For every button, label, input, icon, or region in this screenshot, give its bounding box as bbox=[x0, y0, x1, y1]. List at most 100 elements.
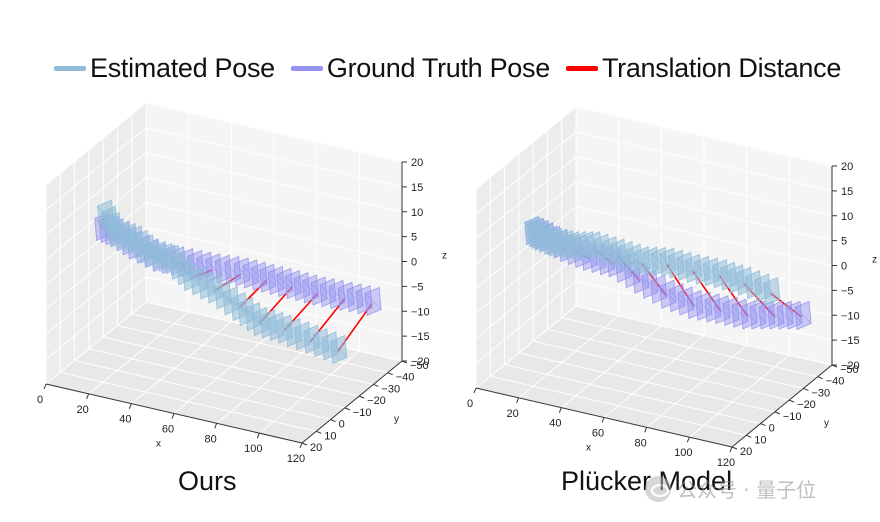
grid-line bbox=[475, 206, 577, 289]
y-tick-label: −50 bbox=[840, 364, 859, 376]
legend-item-ground-truth: Ground Truth Pose bbox=[290, 52, 550, 84]
legend-label-ground-truth: Ground Truth Pose bbox=[326, 52, 550, 83]
grid-line bbox=[145, 102, 403, 163]
grid-line bbox=[475, 156, 577, 240]
x-tick-label: 40 bbox=[549, 418, 561, 430]
y-tick-label: −50 bbox=[410, 360, 429, 372]
y-tick bbox=[774, 411, 781, 415]
grid-line bbox=[575, 280, 833, 341]
grid-line bbox=[45, 127, 147, 211]
grid-line bbox=[575, 305, 833, 366]
gt-frustum-edge bbox=[731, 304, 749, 322]
y-tick bbox=[788, 399, 795, 403]
x-tick bbox=[473, 387, 477, 394]
y-tick-label: −40 bbox=[396, 372, 415, 384]
gt-frustum-edge bbox=[319, 284, 337, 301]
gt-frustum-edge bbox=[233, 263, 251, 281]
x-tick-label: 80 bbox=[205, 433, 217, 445]
gt-frustum-edge bbox=[293, 278, 311, 295]
grid-line bbox=[88, 311, 189, 395]
grid-line bbox=[45, 102, 147, 186]
grid-line bbox=[575, 106, 833, 167]
y-tick bbox=[731, 446, 738, 450]
y-tick-label: 10 bbox=[754, 434, 766, 446]
est-frustum-edge bbox=[763, 283, 780, 300]
chart-panel: 02040608010012020100−10−20−30−40−5020151… bbox=[467, 106, 877, 469]
gt-frustum-edge bbox=[668, 289, 686, 306]
x-tick bbox=[644, 427, 648, 433]
gt-frustum-edge bbox=[713, 301, 731, 318]
legend-swatch-translation bbox=[565, 65, 598, 71]
gt-frustum-edge bbox=[785, 307, 803, 324]
z-tick-label: 0 bbox=[841, 261, 847, 273]
grid-line bbox=[547, 328, 804, 389]
x-tick bbox=[43, 383, 47, 390]
gt-frustum-edge bbox=[641, 275, 659, 293]
legend-label-translation: Translation Distance bbox=[601, 52, 842, 83]
x-tick bbox=[128, 403, 132, 409]
grid-line bbox=[117, 324, 374, 385]
gt-frustum-edge bbox=[346, 289, 364, 307]
gt-frustum-edge bbox=[196, 257, 213, 275]
x-tick-label: 20 bbox=[507, 408, 519, 420]
y-axis-line bbox=[731, 364, 833, 448]
y-tick bbox=[358, 395, 365, 399]
x-axis-label: x bbox=[586, 443, 591, 454]
grid-line bbox=[575, 181, 833, 242]
y-tick bbox=[344, 407, 351, 411]
x-tick-label: 0 bbox=[37, 394, 43, 406]
grid-line bbox=[259, 350, 360, 434]
y-tick bbox=[373, 383, 379, 387]
grid-line bbox=[45, 251, 147, 335]
x-axis-label: x bbox=[156, 439, 161, 450]
grid-line bbox=[45, 152, 147, 236]
gt-frustum-edge bbox=[632, 270, 650, 288]
x-tick bbox=[601, 417, 605, 423]
grid-line bbox=[103, 336, 360, 397]
x-tick-label: 20 bbox=[77, 404, 89, 416]
gt-frustum-edge bbox=[250, 267, 268, 285]
grid-line bbox=[490, 375, 747, 436]
x-tick-label: 60 bbox=[592, 428, 604, 440]
grid-line bbox=[561, 317, 818, 378]
gt-frustum-edge bbox=[268, 272, 285, 289]
y-tick bbox=[803, 387, 809, 391]
y-tick-label: −20 bbox=[367, 395, 386, 407]
y-tick bbox=[746, 434, 752, 438]
gt-frustum-edge bbox=[355, 291, 373, 308]
grid-line bbox=[475, 106, 577, 190]
x-tick-label: 80 bbox=[635, 437, 647, 449]
z-axis-label: z bbox=[872, 255, 877, 266]
grid-line bbox=[475, 280, 577, 364]
grid-line bbox=[131, 313, 388, 374]
z-tick-label: 15 bbox=[411, 182, 423, 194]
y-axis-label: y bbox=[394, 414, 399, 425]
gt-frustum-edge bbox=[749, 306, 767, 324]
x-tick bbox=[729, 446, 733, 453]
x-tick-label: 0 bbox=[467, 398, 473, 410]
z-tick-label: −20 bbox=[841, 360, 860, 372]
gt-frustum-edge bbox=[302, 280, 319, 298]
legend-swatch-ground-truth bbox=[290, 65, 323, 71]
gt-frustum-edge bbox=[704, 299, 722, 317]
z-tick-label: 15 bbox=[841, 186, 853, 198]
gt-frustum-edge bbox=[767, 306, 785, 324]
grid-line bbox=[45, 276, 147, 360]
y-tick bbox=[301, 442, 308, 446]
gt-frustum-edge bbox=[337, 287, 355, 305]
z-tick-label: −10 bbox=[411, 306, 430, 318]
y-tick bbox=[330, 419, 336, 423]
grid-line bbox=[45, 202, 147, 285]
legend-item-estimated: Estimated Pose bbox=[54, 53, 275, 84]
grid-line bbox=[60, 371, 317, 432]
panel-title-ours: Ours bbox=[178, 466, 237, 496]
wechat-logo-icon bbox=[645, 475, 671, 502]
z-tick-label: −5 bbox=[841, 285, 854, 297]
grid-line bbox=[74, 360, 331, 421]
gt-frustum-edge bbox=[650, 281, 668, 298]
grid-line bbox=[145, 152, 403, 213]
x-tick bbox=[558, 407, 562, 413]
y-tick-label: 20 bbox=[310, 442, 322, 454]
gt-frustum-edge bbox=[364, 293, 382, 310]
watermark: 公众号 · 量子位 bbox=[645, 474, 816, 503]
